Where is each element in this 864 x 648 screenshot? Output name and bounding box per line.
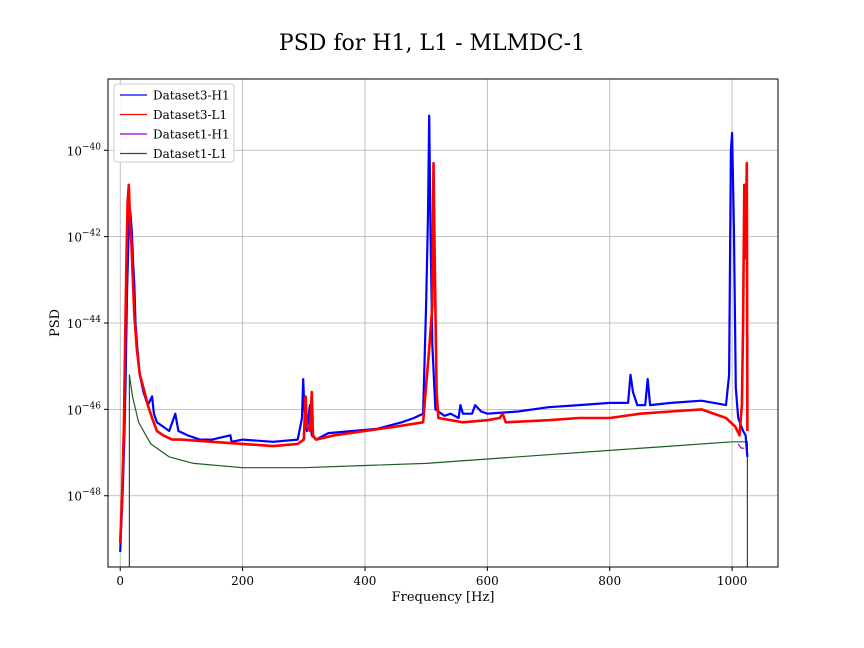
y-tick-exponent: −42 (82, 229, 101, 239)
legend-entry: Dataset1-L1 (153, 147, 227, 161)
series-line-dataset1-l1 (128, 374, 748, 567)
y-tick-exponent: −40 (82, 142, 101, 152)
y-tick-label: 10−44 (67, 315, 102, 331)
legend-entry: Dataset1-H1 (153, 128, 230, 142)
chart-title: PSD for H1, L1 - MLMDC-1 (279, 31, 585, 56)
x-tick-label: 200 (231, 574, 254, 588)
x-tick-label: 600 (476, 574, 499, 588)
y-tick-exponent: −44 (82, 315, 101, 325)
legend: Dataset3-H1 Dataset3-L1 Dataset1-H1 Dataset… (113, 83, 235, 163)
series-line-dataset1-h1 (737, 443, 745, 449)
x-axis-label: Frequency [Hz] (392, 590, 495, 605)
y-axis-ticks: 10−48 10−46 10−44 10−42 10−40 (67, 142, 108, 504)
legend-entry: Dataset3-H1 (153, 89, 230, 103)
series-lines (118, 114, 749, 567)
y-tick-label: 10−42 (67, 229, 101, 245)
y-tick-label: 10−40 (67, 142, 102, 158)
legend-entry: Dataset3-L1 (153, 108, 227, 122)
y-axis-label: PSD (48, 309, 63, 337)
y-tick-label: 10−48 (67, 488, 102, 504)
x-tick-label: 0 (116, 574, 124, 588)
y-tick-exponent: −46 (82, 401, 101, 411)
x-tick-label: 800 (598, 574, 621, 588)
x-tick-label: 1000 (717, 574, 748, 588)
legend-box (113, 83, 235, 163)
x-tick-label: 400 (354, 574, 377, 588)
series-line-dataset3-l1 (118, 161, 749, 544)
y-tick-exponent: −48 (82, 488, 101, 498)
x-axis-ticks: 0 200 400 600 800 1000 (116, 567, 747, 588)
y-tick-label: 10−46 (67, 401, 102, 417)
